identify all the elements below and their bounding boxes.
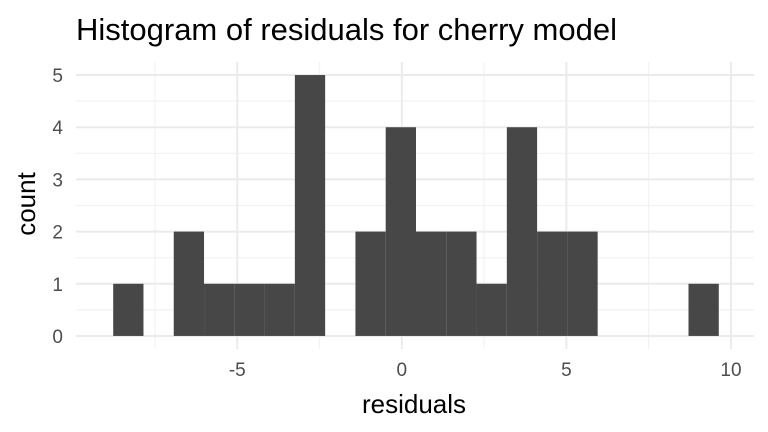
y-tick-label: 1 bbox=[52, 275, 63, 296]
y-axis-tick-labels: 0 1 2 3 4 5 bbox=[52, 66, 63, 348]
histogram-bar bbox=[415, 231, 447, 336]
y-tick-label: 0 bbox=[52, 327, 63, 348]
histogram-bar bbox=[355, 231, 386, 336]
histogram-bar bbox=[537, 231, 568, 336]
histogram-bar bbox=[173, 231, 205, 336]
chart-title: Histogram of residuals for cherry model bbox=[76, 12, 617, 47]
x-tick-label: 5 bbox=[561, 360, 572, 381]
x-axis-title: residuals bbox=[362, 389, 466, 419]
histogram-bar bbox=[688, 283, 719, 336]
x-axis-tick-labels: -5 0 5 10 bbox=[229, 360, 742, 381]
x-tick-label: -5 bbox=[229, 360, 246, 381]
histogram-bar bbox=[234, 283, 265, 336]
histogram-bar bbox=[294, 75, 326, 336]
histogram-bar bbox=[113, 283, 144, 336]
histogram-bar bbox=[506, 127, 538, 336]
histogram-bar bbox=[446, 231, 477, 336]
histogram-bar bbox=[567, 231, 598, 336]
x-tick-label: 0 bbox=[397, 360, 408, 381]
y-axis-title: count bbox=[11, 171, 41, 235]
y-tick-label: 3 bbox=[52, 170, 63, 191]
histogram-bar bbox=[204, 283, 235, 336]
y-tick-label: 2 bbox=[52, 223, 63, 244]
x-tick-label: 10 bbox=[720, 360, 741, 381]
histogram-bar bbox=[264, 283, 295, 336]
histogram-bar bbox=[385, 127, 416, 336]
histogram-bar bbox=[476, 283, 507, 336]
histogram-bars bbox=[113, 75, 719, 336]
y-tick-label: 4 bbox=[52, 118, 63, 139]
y-tick-label: 5 bbox=[52, 66, 63, 87]
